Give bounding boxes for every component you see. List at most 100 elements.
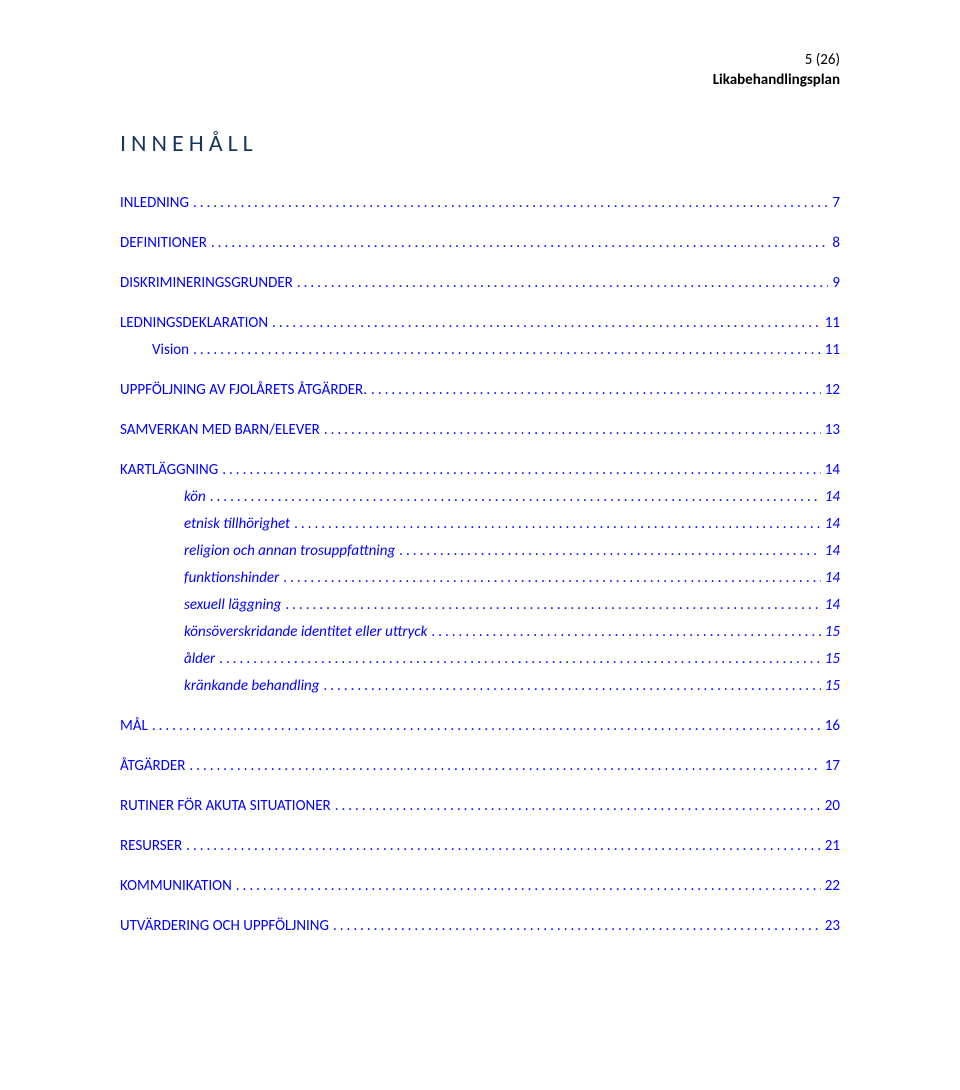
toc-page: 15 xyxy=(825,646,840,673)
toc-entry: Vision 11 xyxy=(152,337,840,364)
toc-link[interactable]: UTVÄRDERING OCH UPPFÖLJNING 23 xyxy=(120,913,840,940)
toc-label: DEFINITIONER xyxy=(120,230,207,257)
toc-leader xyxy=(431,619,820,646)
toc-leader xyxy=(193,190,828,217)
toc-link[interactable]: funktionshinder14 xyxy=(184,565,840,592)
table-of-contents: INLEDNING 7 DEFINITIONER 8 DISKRIMINERINGSGR… xyxy=(120,190,840,940)
toc-leader xyxy=(324,417,821,444)
toc-label: UPPFÖLJNING AV FJOLÅRETS ÅTGÄRDER. xyxy=(120,377,367,404)
toc-link[interactable]: MÅL 16 xyxy=(120,713,840,740)
toc-label: RUTINER FÖR AKUTA SITUATIONER xyxy=(120,793,331,820)
toc-entry: UPPFÖLJNING AV FJOLÅRETS ÅTGÄRDER.12 xyxy=(120,377,840,404)
toc-link[interactable]: RUTINER FÖR AKUTA SITUATIONER 20 xyxy=(120,793,840,820)
toc-link[interactable]: kön14 xyxy=(184,484,840,511)
toc-entry: funktionshinder14 xyxy=(184,565,840,592)
toc-link[interactable]: DISKRIMINERINGSGRUNDER9 xyxy=(120,270,840,297)
toc-leader xyxy=(193,337,821,364)
page-header: 5 (26) Likabehandlingsplan xyxy=(120,50,840,91)
toc-leader xyxy=(335,793,821,820)
toc-entry: RESURSER 21 xyxy=(120,833,840,860)
toc-label: funktionshinder xyxy=(184,565,279,592)
toc-page: 13 xyxy=(825,417,840,444)
toc-entry: KARTLÄGGNING14 xyxy=(120,457,840,484)
document-name: Likabehandlingsplan xyxy=(120,70,840,90)
toc-link[interactable]: ÅTGÄRDER 17 xyxy=(120,753,840,780)
toc-label: ÅTGÄRDER xyxy=(120,753,185,780)
toc-page: 8 xyxy=(832,230,840,257)
toc-link[interactable]: etnisk tillhörighet 14 xyxy=(184,511,840,538)
toc-entry: MÅL 16 xyxy=(120,713,840,740)
toc-page: 11 xyxy=(825,310,840,337)
toc-entry: sexuell läggning 14 xyxy=(184,592,840,619)
toc-label: etnisk tillhörighet xyxy=(184,511,290,538)
toc-page: 17 xyxy=(825,753,840,780)
toc-leader xyxy=(399,538,821,565)
toc-leader xyxy=(211,230,829,257)
toc-leader xyxy=(333,913,821,940)
toc-entry: SAMVERKAN MED BARN/ELEVER 13 xyxy=(120,417,840,444)
toc-leader xyxy=(152,713,821,740)
toc-entry: könsöverskridande identitet eller uttryc… xyxy=(184,619,840,646)
toc-page: 15 xyxy=(825,673,840,700)
toc-label: DISKRIMINERINGSGRUNDER xyxy=(120,270,293,297)
toc-link[interactable]: religion och annan trosuppfattning14 xyxy=(184,538,840,565)
toc-link[interactable]: Vision 11 xyxy=(152,337,840,364)
toc-leader xyxy=(272,310,821,337)
toc-link[interactable]: DEFINITIONER 8 xyxy=(120,230,840,257)
page-number: 5 (26) xyxy=(120,50,840,70)
toc-link[interactable]: könsöverskridande identitet eller uttryc… xyxy=(184,619,840,646)
toc-link[interactable]: RESURSER 21 xyxy=(120,833,840,860)
toc-link[interactable]: KARTLÄGGNING14 xyxy=(120,457,840,484)
toc-link[interactable]: kränkande behandling 15 xyxy=(184,673,840,700)
toc-entry: UTVÄRDERING OCH UPPFÖLJNING 23 xyxy=(120,913,840,940)
toc-label: Vision xyxy=(152,337,189,364)
toc-entry: etnisk tillhörighet 14 xyxy=(184,511,840,538)
toc-link[interactable]: LEDNINGSDEKLARATION 11 xyxy=(120,310,840,337)
toc-page: 23 xyxy=(825,913,840,940)
toc-leader xyxy=(236,873,821,900)
toc-label: SAMVERKAN MED BARN/ELEVER xyxy=(120,417,320,444)
toc-link[interactable]: UPPFÖLJNING AV FJOLÅRETS ÅTGÄRDER.12 xyxy=(120,377,840,404)
toc-link[interactable]: INLEDNING 7 xyxy=(120,190,840,217)
toc-entry: kön14 xyxy=(184,484,840,511)
toc-label: sexuell läggning xyxy=(184,592,281,619)
toc-label: MÅL xyxy=(120,713,148,740)
toc-label: ålder xyxy=(184,646,215,673)
toc-page: 14 xyxy=(825,511,840,538)
toc-page: 14 xyxy=(825,538,840,565)
toc-leader xyxy=(323,673,820,700)
toc-page: 7 xyxy=(832,190,840,217)
toc-leader xyxy=(294,511,821,538)
toc-page: 15 xyxy=(825,619,840,646)
toc-leader xyxy=(210,484,821,511)
toc-leader xyxy=(371,377,821,404)
toc-link[interactable]: SAMVERKAN MED BARN/ELEVER 13 xyxy=(120,417,840,444)
toc-label: KARTLÄGGNING xyxy=(120,457,218,484)
toc-title: INNEHÅLL xyxy=(120,129,840,158)
toc-label: RESURSER xyxy=(120,833,182,860)
toc-label: INLEDNING xyxy=(120,190,189,217)
toc-page: 14 xyxy=(825,592,840,619)
toc-page: 16 xyxy=(825,713,840,740)
toc-page: 11 xyxy=(825,337,840,364)
toc-leader xyxy=(186,833,821,860)
toc-leader xyxy=(297,270,829,297)
toc-label: kränkande behandling xyxy=(184,673,319,700)
toc-entry: LEDNINGSDEKLARATION 11 xyxy=(120,310,840,337)
toc-entry: INLEDNING 7 xyxy=(120,190,840,217)
toc-page: 21 xyxy=(825,833,840,860)
toc-link[interactable]: ålder 15 xyxy=(184,646,840,673)
toc-label: LEDNINGSDEKLARATION xyxy=(120,310,268,337)
toc-leader xyxy=(189,753,820,780)
toc-entry: kränkande behandling 15 xyxy=(184,673,840,700)
toc-label: könsöverskridande identitet eller uttryc… xyxy=(184,619,427,646)
toc-page: 20 xyxy=(825,793,840,820)
toc-label: UTVÄRDERING OCH UPPFÖLJNING xyxy=(120,913,329,940)
toc-label: KOMMUNIKATION xyxy=(120,873,232,900)
toc-link[interactable]: KOMMUNIKATION22 xyxy=(120,873,840,900)
toc-page: 14 xyxy=(825,484,840,511)
toc-entry: KOMMUNIKATION22 xyxy=(120,873,840,900)
toc-link[interactable]: sexuell läggning 14 xyxy=(184,592,840,619)
toc-leader xyxy=(283,565,821,592)
toc-entry: DISKRIMINERINGSGRUNDER9 xyxy=(120,270,840,297)
